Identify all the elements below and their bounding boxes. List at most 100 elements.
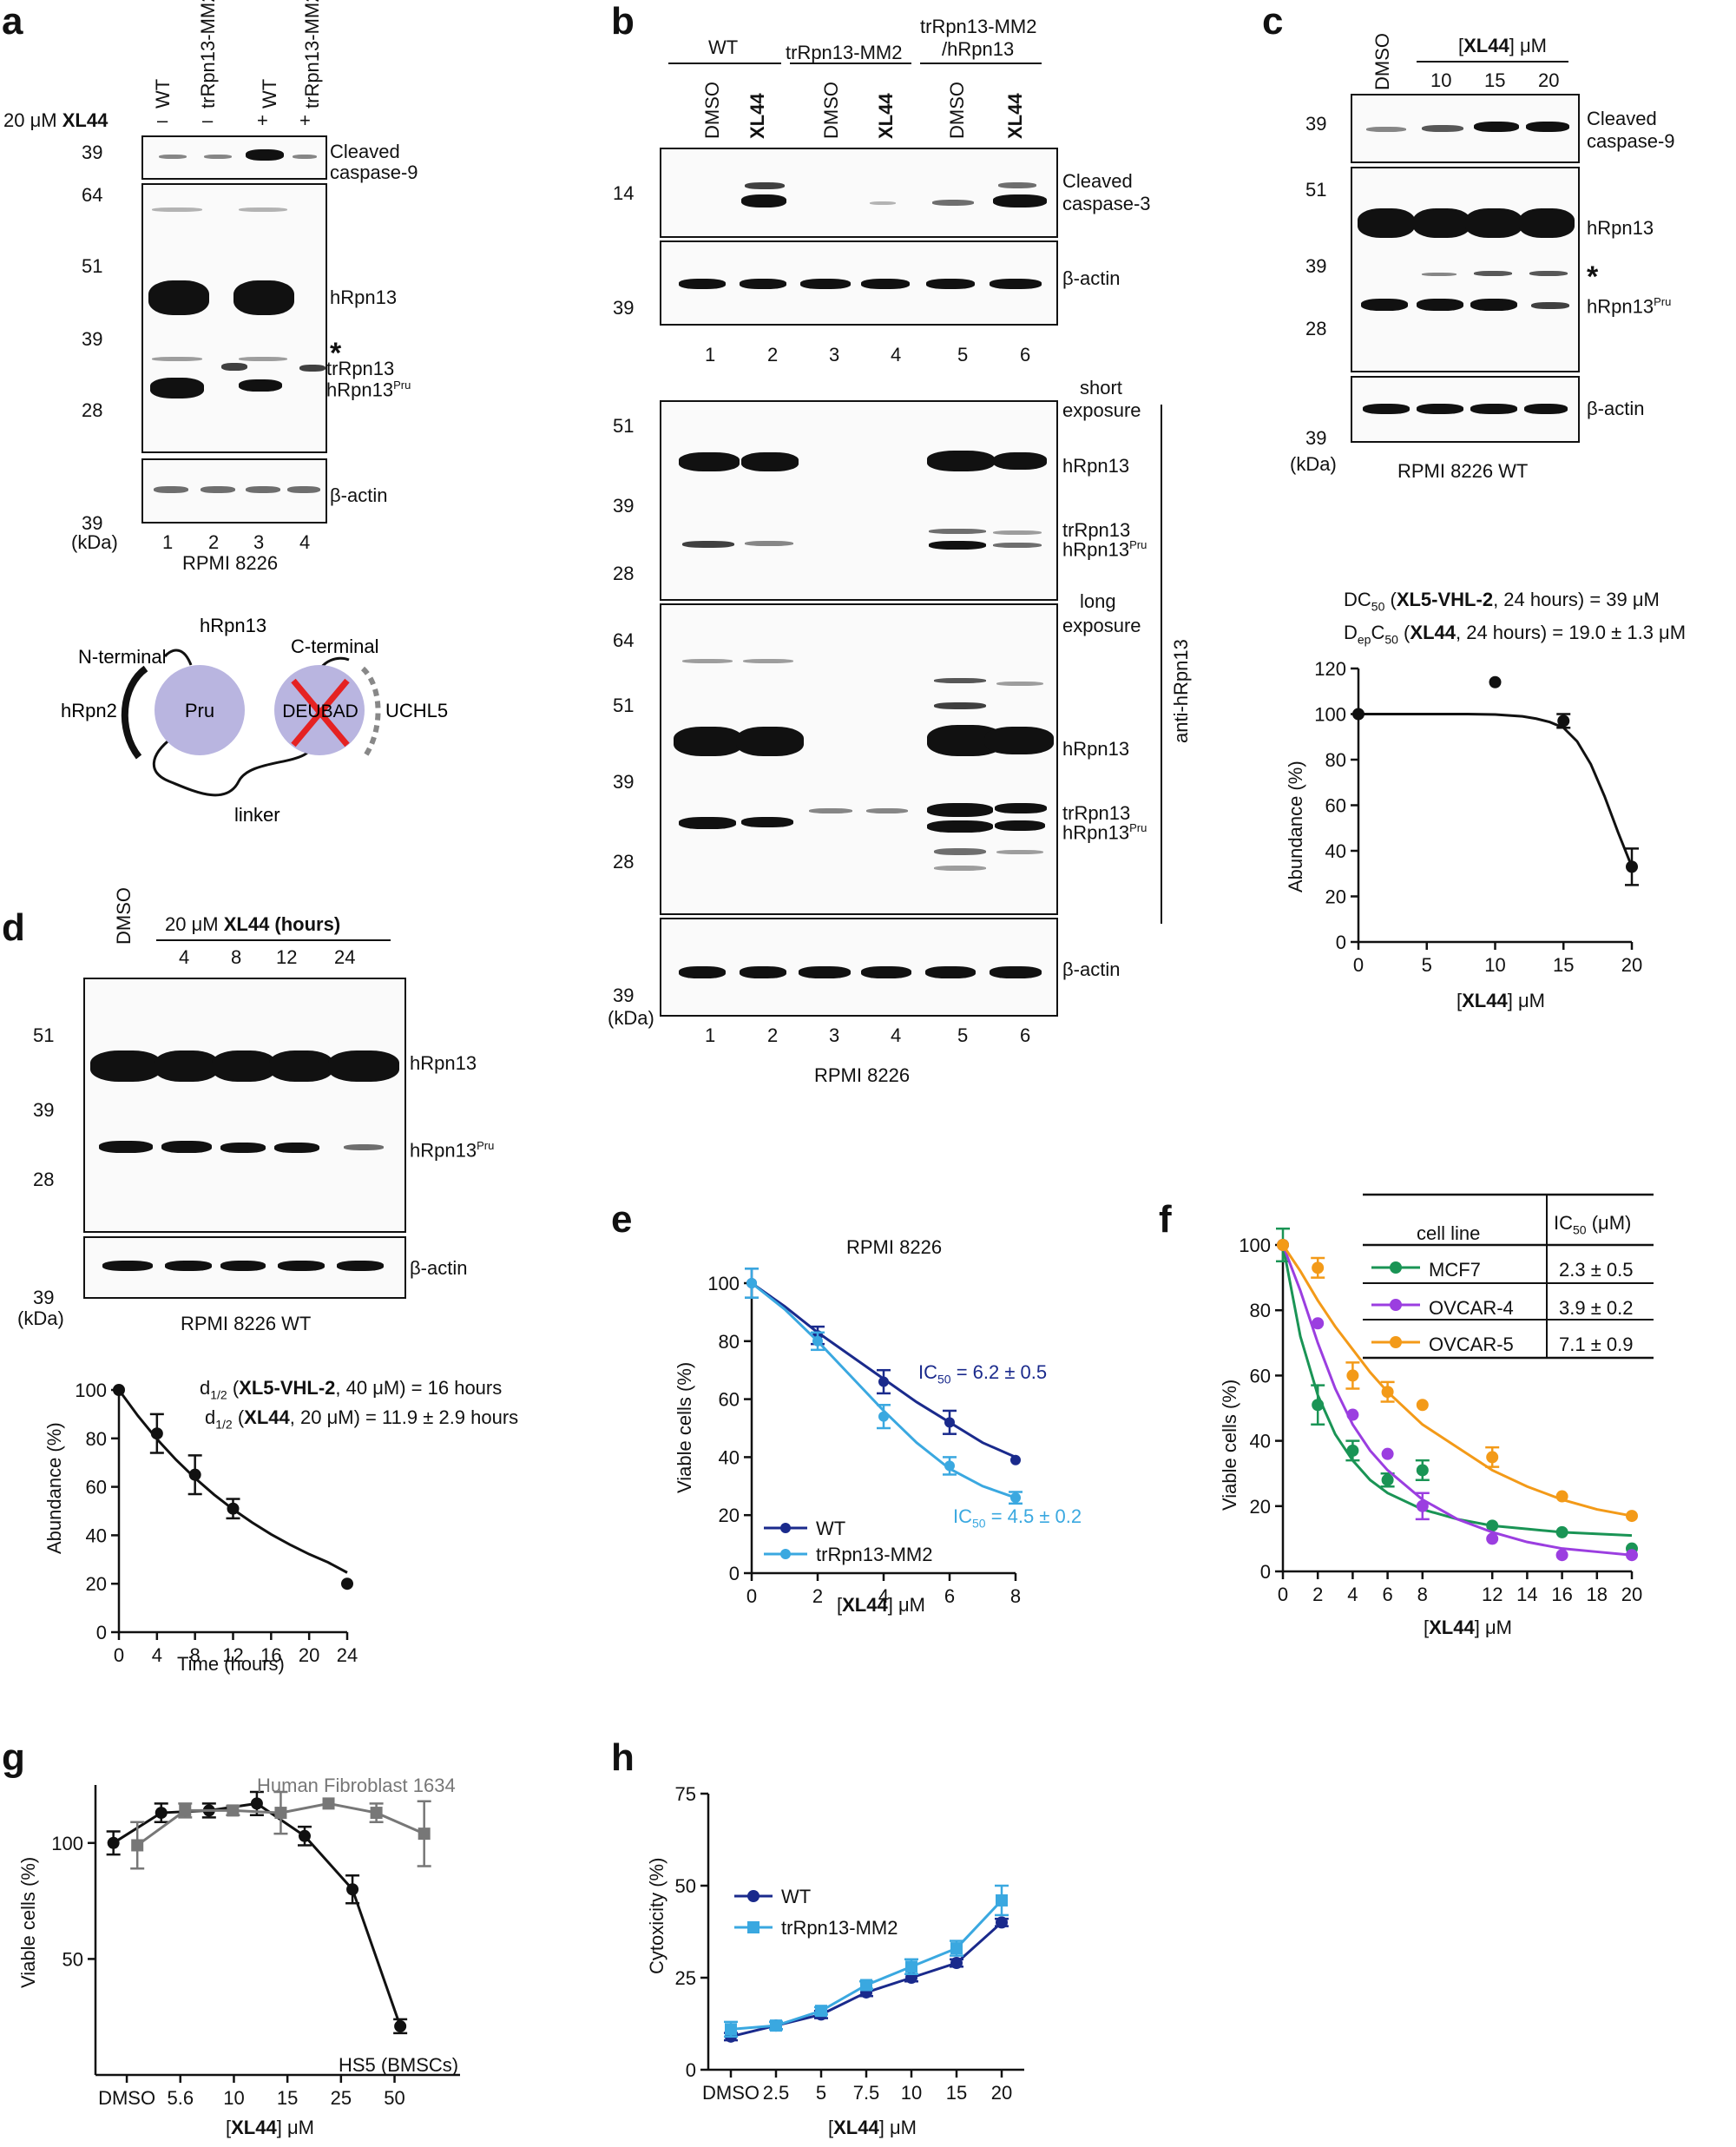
hrpn13-domain-diagram: Pru DEUBAD hRpn13 N-terminal C-terminal … (61, 615, 448, 826)
marker-d-28: 28 (33, 1169, 55, 1190)
kda-a: (kDa) (71, 531, 118, 553)
h-plot-ytick-label: 50 (675, 1875, 696, 1897)
f-plot-ytick-label: 40 (1250, 1431, 1271, 1452)
f-plot-point-OVCAR-5 (1346, 1369, 1359, 1382)
h-plot-point-trRpn13-MM2 (860, 1979, 872, 1992)
panel-label-g: g (2, 1736, 25, 1779)
f-plot-ytick-label: 20 (1250, 1496, 1271, 1518)
f-plot-point-OVCAR-4 (1346, 1408, 1359, 1421)
e-plot-xlabel: [XL44] μM (837, 1594, 925, 1616)
f-plot-xtick-label: 0 (1278, 1584, 1288, 1605)
lane-num-a-2: 2 (208, 531, 220, 553)
g-plot-point-HS5 (BMSCs) (107, 1836, 120, 1849)
n-terminal-label: N-terminal (78, 646, 166, 668)
label-b-hrpn13-long: hRpn13 (1062, 738, 1130, 760)
e-plot-point-WT (1010, 1454, 1021, 1465)
label-b-long: long (1080, 590, 1116, 612)
conc-c-10: 10 (1430, 69, 1452, 91)
time-d-24: 24 (334, 946, 356, 968)
g-plot-xtick-label: 25 (331, 2087, 352, 2109)
f-plot-xtick-label: 12 (1482, 1584, 1503, 1605)
lane-num-a-1: 1 (162, 531, 174, 553)
d-plot-title-2: d1/2 (XL44, 20 μM) = 11.9 ± 2.9 hours (205, 1406, 519, 1432)
c-plot-xtick-label: 20 (1621, 954, 1642, 976)
c-terminal-label: C-terminal (291, 636, 378, 657)
blot-c-actin (1351, 376, 1580, 443)
f-plot-xtick-label: 6 (1382, 1584, 1392, 1605)
time-d-4: 4 (179, 946, 190, 968)
linker-line (152, 736, 313, 797)
label-a-hrpn13: hRpn13 (330, 286, 398, 308)
h-plot-xtick-label: DMSO (702, 2082, 760, 2104)
f-table-header-left: cell line (1417, 1222, 1481, 1244)
e-legend-marker-trRpn13-MM2 (780, 1549, 791, 1559)
conc-c-15: 15 (1484, 69, 1506, 91)
label-c-star: * (1587, 260, 1599, 293)
d-plot-point-XL44 (150, 1427, 163, 1440)
h-plot-point-trRpn13-MM2 (815, 2005, 827, 2018)
marker-d-39: 39 (33, 1099, 55, 1121)
g-plot-ylabel: Viable cells (%) (17, 1856, 39, 1988)
f-plot-xtick-label: 4 (1347, 1584, 1358, 1605)
marker-a-39: 39 (82, 142, 103, 163)
c-plot-ytick-label: 40 (1325, 840, 1346, 862)
f-plot-ytick-label: 100 (1239, 1235, 1271, 1256)
g-plot-point-HS5 (BMSCs) (298, 1829, 311, 1842)
sign-a-4: + (299, 109, 311, 131)
f-plot-point-OVCAR-5 (1381, 1386, 1394, 1399)
marker-b-39c: 39 (613, 771, 635, 793)
e-plot-xtick-label: 8 (1010, 1585, 1021, 1607)
f-plot-point-OVCAR-4 (1312, 1317, 1325, 1330)
e-plot-point-WT (944, 1417, 955, 1428)
h-plot-ytick-label: 25 (675, 1967, 696, 1989)
e-ic50-wt: IC50 = 6.2 ± 0.5 (918, 1361, 1048, 1386)
d-plot-point-XL44 (188, 1468, 201, 1481)
marker-c-39b: 39 (1305, 255, 1327, 277)
e-legend-marker-WT (780, 1523, 791, 1533)
label-d-hrpn13pru: hRpn13Pru (410, 1139, 495, 1162)
h-plot-point-trRpn13-MM2 (996, 1893, 1008, 1907)
label-b-trrpn13-short: trRpn13 (1062, 519, 1131, 541)
label-b-cleaved: Cleaved (1062, 170, 1133, 192)
marker-b-14: 14 (613, 182, 635, 204)
f-plot-xtick-label: 20 (1621, 1584, 1642, 1605)
e-ic50-mm2: IC50 = 4.5 ± 0.2 (953, 1505, 1082, 1531)
g-plot-point-Human Fibroblast 1634 (131, 1839, 144, 1852)
label-c-actin: β-actin (1587, 398, 1645, 419)
lane-num-b-4: 4 (891, 344, 902, 366)
hrpn2-label: hRpn2 (61, 700, 117, 721)
pru-label: Pru (185, 700, 214, 721)
d-plot-xtick-label: 8 (190, 1644, 201, 1666)
linker-label: linker (234, 804, 280, 826)
f-legend-marker-OVCAR-5 (1390, 1336, 1402, 1348)
g-plot-xtick-label: 50 (384, 2087, 404, 2109)
g-plot-point-HS5 (BMSCs) (250, 1797, 263, 1810)
c-plot-title-1: DC50 (XL5-VHL-2, 24 hours) = 39 μM (1344, 589, 1660, 614)
f-legend-marker-OVCAR-4 (1390, 1299, 1402, 1311)
e-plot-xtick-label: 2 (812, 1585, 823, 1607)
g-plot-point-Human Fibroblast 1634 (227, 1804, 240, 1817)
e-plot-point-trRpn13-MM2 (878, 1411, 889, 1422)
label-b-hrpn13pru-long: hRpn13Pru (1062, 821, 1147, 844)
marker-b-28b: 28 (613, 851, 635, 873)
e-plot-ytick-label: 20 (719, 1505, 740, 1526)
panel-label-h: h (611, 1736, 635, 1779)
h-plot-ytick-label: 0 (686, 2059, 696, 2081)
g-plot-point-HS5 (BMSCs) (394, 2019, 407, 2032)
marker-a-51: 51 (82, 255, 103, 277)
cell-line-c: RPMI 8226 WT (1397, 460, 1529, 482)
lane-num-b2-2: 2 (767, 1024, 779, 1046)
f-plot-point-OVCAR-5 (1555, 1490, 1568, 1503)
f-plot-point-MCF7 (1555, 1525, 1568, 1538)
lane-num-b-5: 5 (957, 344, 969, 366)
h-legend-marker-trRpn13-MM2 (747, 1921, 760, 1933)
group-b-mm2: trRpn13-MM2 (786, 42, 903, 63)
e-plot-xtick-label: 6 (944, 1585, 955, 1607)
e-plot-ytick-label: 40 (719, 1446, 740, 1468)
d-plot-ytick-label: 80 (86, 1428, 107, 1450)
c-plot-xlabel: [XL44] μM (1457, 990, 1545, 1011)
cell-line-a: RPMI 8226 (182, 552, 279, 574)
marker-d-39b: 39 (33, 1287, 55, 1308)
c-plot-ytick-label: 120 (1314, 658, 1346, 680)
marker-b-39b: 39 (613, 495, 635, 517)
